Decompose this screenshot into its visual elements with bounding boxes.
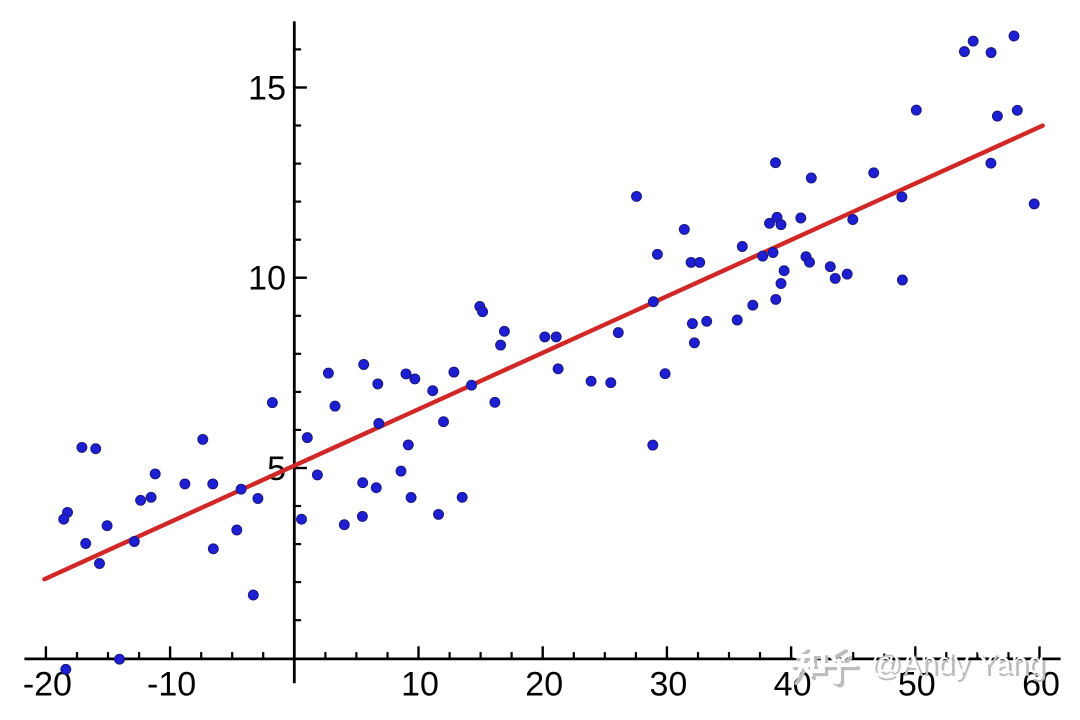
svg-text:10: 10: [401, 665, 439, 703]
svg-text:30: 30: [649, 665, 687, 703]
svg-text:15: 15: [248, 69, 286, 107]
svg-text:-10: -10: [147, 665, 196, 703]
svg-text:@Andy Yang: @Andy Yang: [870, 647, 1044, 680]
svg-text:60: 60: [1022, 665, 1060, 703]
svg-text:10: 10: [248, 260, 286, 298]
svg-text:50: 50: [898, 665, 936, 703]
svg-text:@Andy Yang: @Andy Yang: [873, 650, 1047, 683]
svg-text:5: 5: [267, 450, 286, 488]
svg-text:20: 20: [525, 665, 563, 703]
